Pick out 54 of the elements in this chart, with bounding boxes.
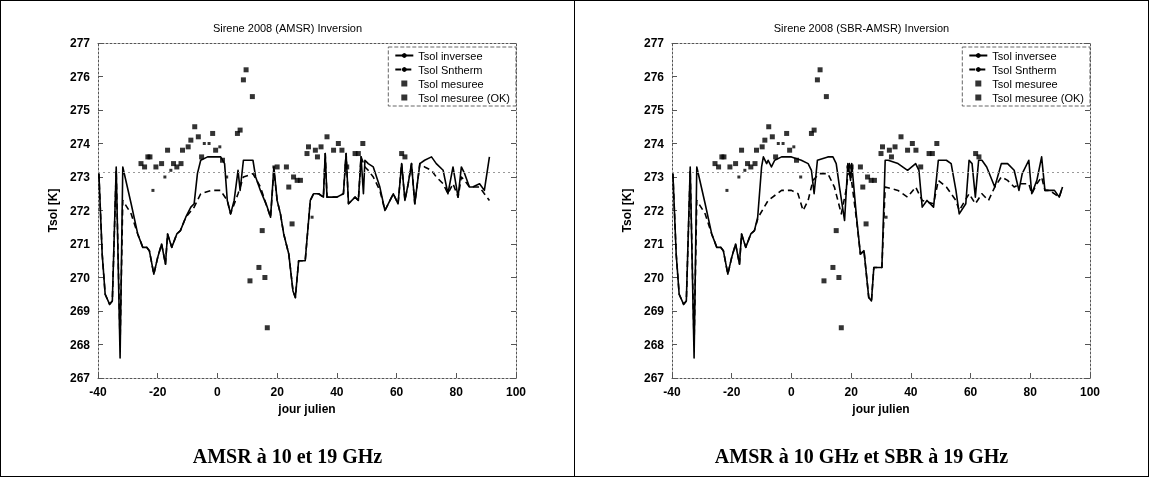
y-tick-label: 277 [643,36,665,50]
x-tick-label: 80 [449,385,464,399]
x-tick-label: 60 [963,385,978,399]
y-tick-label: 272 [643,203,665,218]
legend-label: Tsol inversee [992,49,1057,62]
x-tick-label: 100 [505,385,527,399]
x-axis-title: jour julien [851,401,910,416]
y-tick-label: 274 [69,136,91,151]
x-axis-title: jour julien [277,401,336,416]
y-tick-label: 270 [643,270,665,285]
x-tick-label: 40 [330,385,344,399]
legend-label: Tsol mesuree [418,77,484,90]
y-tick-label: 277 [69,36,91,50]
legend-label: Tsol mesuree [992,77,1058,90]
y-tick-label: 268 [643,337,665,352]
y-tick-label: 268 [69,337,91,352]
text: AMSR à 10 et 19 GHz [191,445,384,468]
x-tick-label: -20 [723,385,741,399]
legend-label: Tsol inversee [418,49,483,62]
y-tick-label: 271 [643,237,665,251]
y-tick-label: 273 [643,170,665,184]
x-tick-label: -20 [149,385,167,399]
legend-label: Tsol mesuree (OK) [418,91,511,104]
x-tick-label: -40 [89,385,107,399]
y-tick-label: 275 [643,103,665,117]
chart-title: Sirene 2008 (SBR-AMSR) Inversion [773,21,950,34]
y-tick-label: 272 [69,203,91,218]
y-axis-title: Tsol [K] [46,188,61,233]
y-axis-title: Tsol [K] [620,188,635,233]
y-tick-label: 273 [69,170,91,184]
y-tick-label: 276 [69,69,91,84]
text: AMSR à 10 GHz et SBR à 19 GHz [713,445,1010,468]
y-tick-label: 269 [643,304,665,318]
legend-label: Tsol mesuree (OK) [992,91,1085,104]
y-tick-label: 267 [643,371,665,385]
legend-label: Tsol Sntherm [992,63,1057,76]
y-tick-label: 274 [643,136,665,151]
x-tick-label: 20 [844,385,859,399]
x-tick-label: 40 [904,385,918,399]
y-tick-label: 271 [69,237,91,251]
x-tick-label: -40 [663,385,681,399]
y-tick-label: 269 [69,304,91,318]
x-tick-label: 0 [788,385,796,399]
y-tick-label: 267 [69,371,91,385]
legend-label: Tsol Sntherm [418,63,483,76]
x-tick-label: 0 [214,385,222,399]
x-tick-label: 80 [1023,385,1038,399]
x-tick-label: 60 [389,385,404,399]
y-tick-label: 270 [69,270,91,285]
y-tick-label: 275 [69,103,91,117]
chart-title: Sirene 2008 (AMSR) Inversion [212,21,363,34]
x-tick-label: 100 [1079,385,1101,399]
x-tick-label: 20 [270,385,285,399]
y-tick-label: 276 [643,69,665,84]
